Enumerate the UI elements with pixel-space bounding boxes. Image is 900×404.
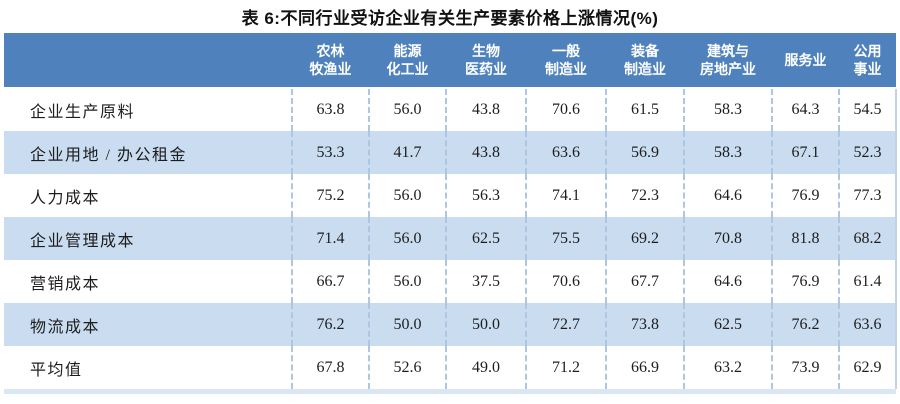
value-cell: 50.0 — [445, 303, 526, 346]
value-cell: 71.2 — [525, 346, 606, 389]
table-row-land-rent: 企业用地 / 办公租金 53.3 41.7 43.8 63.6 56.9 58.… — [4, 131, 897, 174]
table-row-management-cost: 企业管理成本 71.4 56.0 62.5 75.5 69.2 70.8 81.… — [4, 217, 897, 260]
column-header-utilities: 公用 事业 — [839, 33, 896, 89]
value-cell: 56.0 — [368, 217, 446, 260]
value-cell: 56.9 — [605, 131, 684, 174]
value-cell: 43.8 — [445, 88, 526, 131]
column-header-agriculture: 农林 牧渔业 — [292, 33, 369, 89]
value-cell: 66.7 — [291, 260, 369, 303]
industry-price-table: 农林 牧渔业 能源 化工业 生物 医药业 一般 制造业 装备 制造业 建筑与 房… — [4, 33, 897, 389]
value-cell: 61.4 — [838, 260, 897, 303]
table-row-average: 平均值 67.8 52.6 49.0 71.2 66.9 63.2 73.9 6… — [4, 346, 897, 389]
value-cell: 56.0 — [368, 260, 446, 303]
value-cell: 73.9 — [771, 346, 839, 389]
column-header-equipment-manufacturing: 装备 制造业 — [606, 33, 684, 89]
value-cell: 62.9 — [838, 346, 897, 389]
table-row-labor-cost: 人力成本 75.2 56.0 56.3 74.1 72.3 64.6 76.9 … — [4, 174, 897, 217]
value-cell: 52.3 — [838, 131, 897, 174]
value-cell: 63.2 — [683, 346, 772, 389]
value-cell: 63.8 — [291, 88, 369, 131]
value-cell: 53.3 — [291, 131, 369, 174]
value-cell: 76.2 — [771, 303, 839, 346]
value-cell: 43.8 — [445, 131, 526, 174]
value-cell: 64.6 — [683, 260, 772, 303]
value-cell: 67.8 — [291, 346, 369, 389]
value-cell: 76.2 — [291, 303, 369, 346]
row-label: 平均值 — [30, 361, 83, 379]
value-cell: 71.4 — [291, 217, 369, 260]
value-cell: 68.2 — [838, 217, 897, 260]
value-cell: 67.7 — [605, 260, 684, 303]
value-cell: 67.1 — [771, 131, 839, 174]
value-cell: 63.6 — [838, 303, 897, 346]
value-cell: 62.5 — [445, 217, 526, 260]
value-cell: 81.8 — [771, 217, 839, 260]
column-header-biomedicine: 生物 医药业 — [446, 33, 526, 89]
table-title: 表 6:不同行业受访企业有关生产要素价格上涨情况(%) — [241, 9, 659, 28]
value-cell: 56.3 — [445, 174, 526, 217]
value-cell: 62.5 — [683, 303, 772, 346]
row-label: 人力成本 — [30, 189, 101, 207]
value-cell: 52.6 — [368, 346, 446, 389]
table-row-marketing-cost: 营销成本 66.7 56.0 37.5 70.6 67.7 64.6 76.9 … — [4, 260, 897, 303]
value-cell: 56.0 — [368, 88, 446, 131]
corner-cell — [4, 33, 292, 89]
value-cell: 75.5 — [525, 217, 606, 260]
value-cell: 74.1 — [525, 174, 606, 217]
value-cell: 70.8 — [683, 217, 772, 260]
column-header-services: 服务业 — [772, 33, 839, 89]
row-label: 企业用地 / 办公租金 — [4, 131, 292, 174]
row-label: 物流成本 — [4, 303, 292, 346]
value-cell: 54.5 — [838, 88, 897, 131]
value-cell: 69.2 — [605, 217, 684, 260]
value-cell: 70.6 — [525, 260, 606, 303]
table-header-row: 农林 牧渔业 能源 化工业 生物 医药业 一般 制造业 装备 制造业 建筑与 房… — [4, 33, 896, 89]
value-cell: 49.0 — [445, 346, 526, 389]
value-cell: 73.8 — [605, 303, 684, 346]
value-cell: 72.3 — [605, 174, 684, 217]
row-label: 营销成本 — [30, 275, 101, 293]
row-label: 企业生产原料 — [30, 104, 136, 121]
table-row-logistics-cost: 物流成本 76.2 50.0 50.0 72.7 73.8 62.5 76.2 … — [4, 303, 897, 346]
value-cell: 75.2 — [291, 174, 369, 217]
value-cell: 76.9 — [771, 260, 839, 303]
column-header-general-manufacturing: 一般 制造业 — [526, 33, 606, 89]
value-cell: 50.0 — [368, 303, 446, 346]
value-cell: 70.6 — [525, 88, 606, 131]
value-cell: 37.5 — [445, 260, 526, 303]
value-cell: 77.3 — [838, 174, 897, 217]
value-cell: 64.6 — [683, 174, 772, 217]
value-cell: 61.5 — [605, 88, 684, 131]
column-header-construction-realestate: 建筑与 房地产业 — [684, 33, 772, 89]
column-header-energy-chemical: 能源 化工业 — [369, 33, 446, 89]
value-cell: 66.9 — [605, 346, 684, 389]
value-cell: 76.9 — [771, 174, 839, 217]
value-cell: 72.7 — [525, 303, 606, 346]
table-row-raw-materials: 企业生产原料 63.8 56.0 43.8 70.6 61.5 58.3 64.… — [4, 88, 897, 131]
value-cell: 64.3 — [771, 88, 839, 131]
row-label: 企业管理成本 — [4, 217, 292, 260]
value-cell: 58.3 — [683, 88, 772, 131]
value-cell: 63.6 — [525, 131, 606, 174]
value-cell: 56.0 — [368, 174, 446, 217]
value-cell: 58.3 — [683, 131, 772, 174]
value-cell: 41.7 — [368, 131, 446, 174]
table-bottom-border — [4, 389, 896, 394]
